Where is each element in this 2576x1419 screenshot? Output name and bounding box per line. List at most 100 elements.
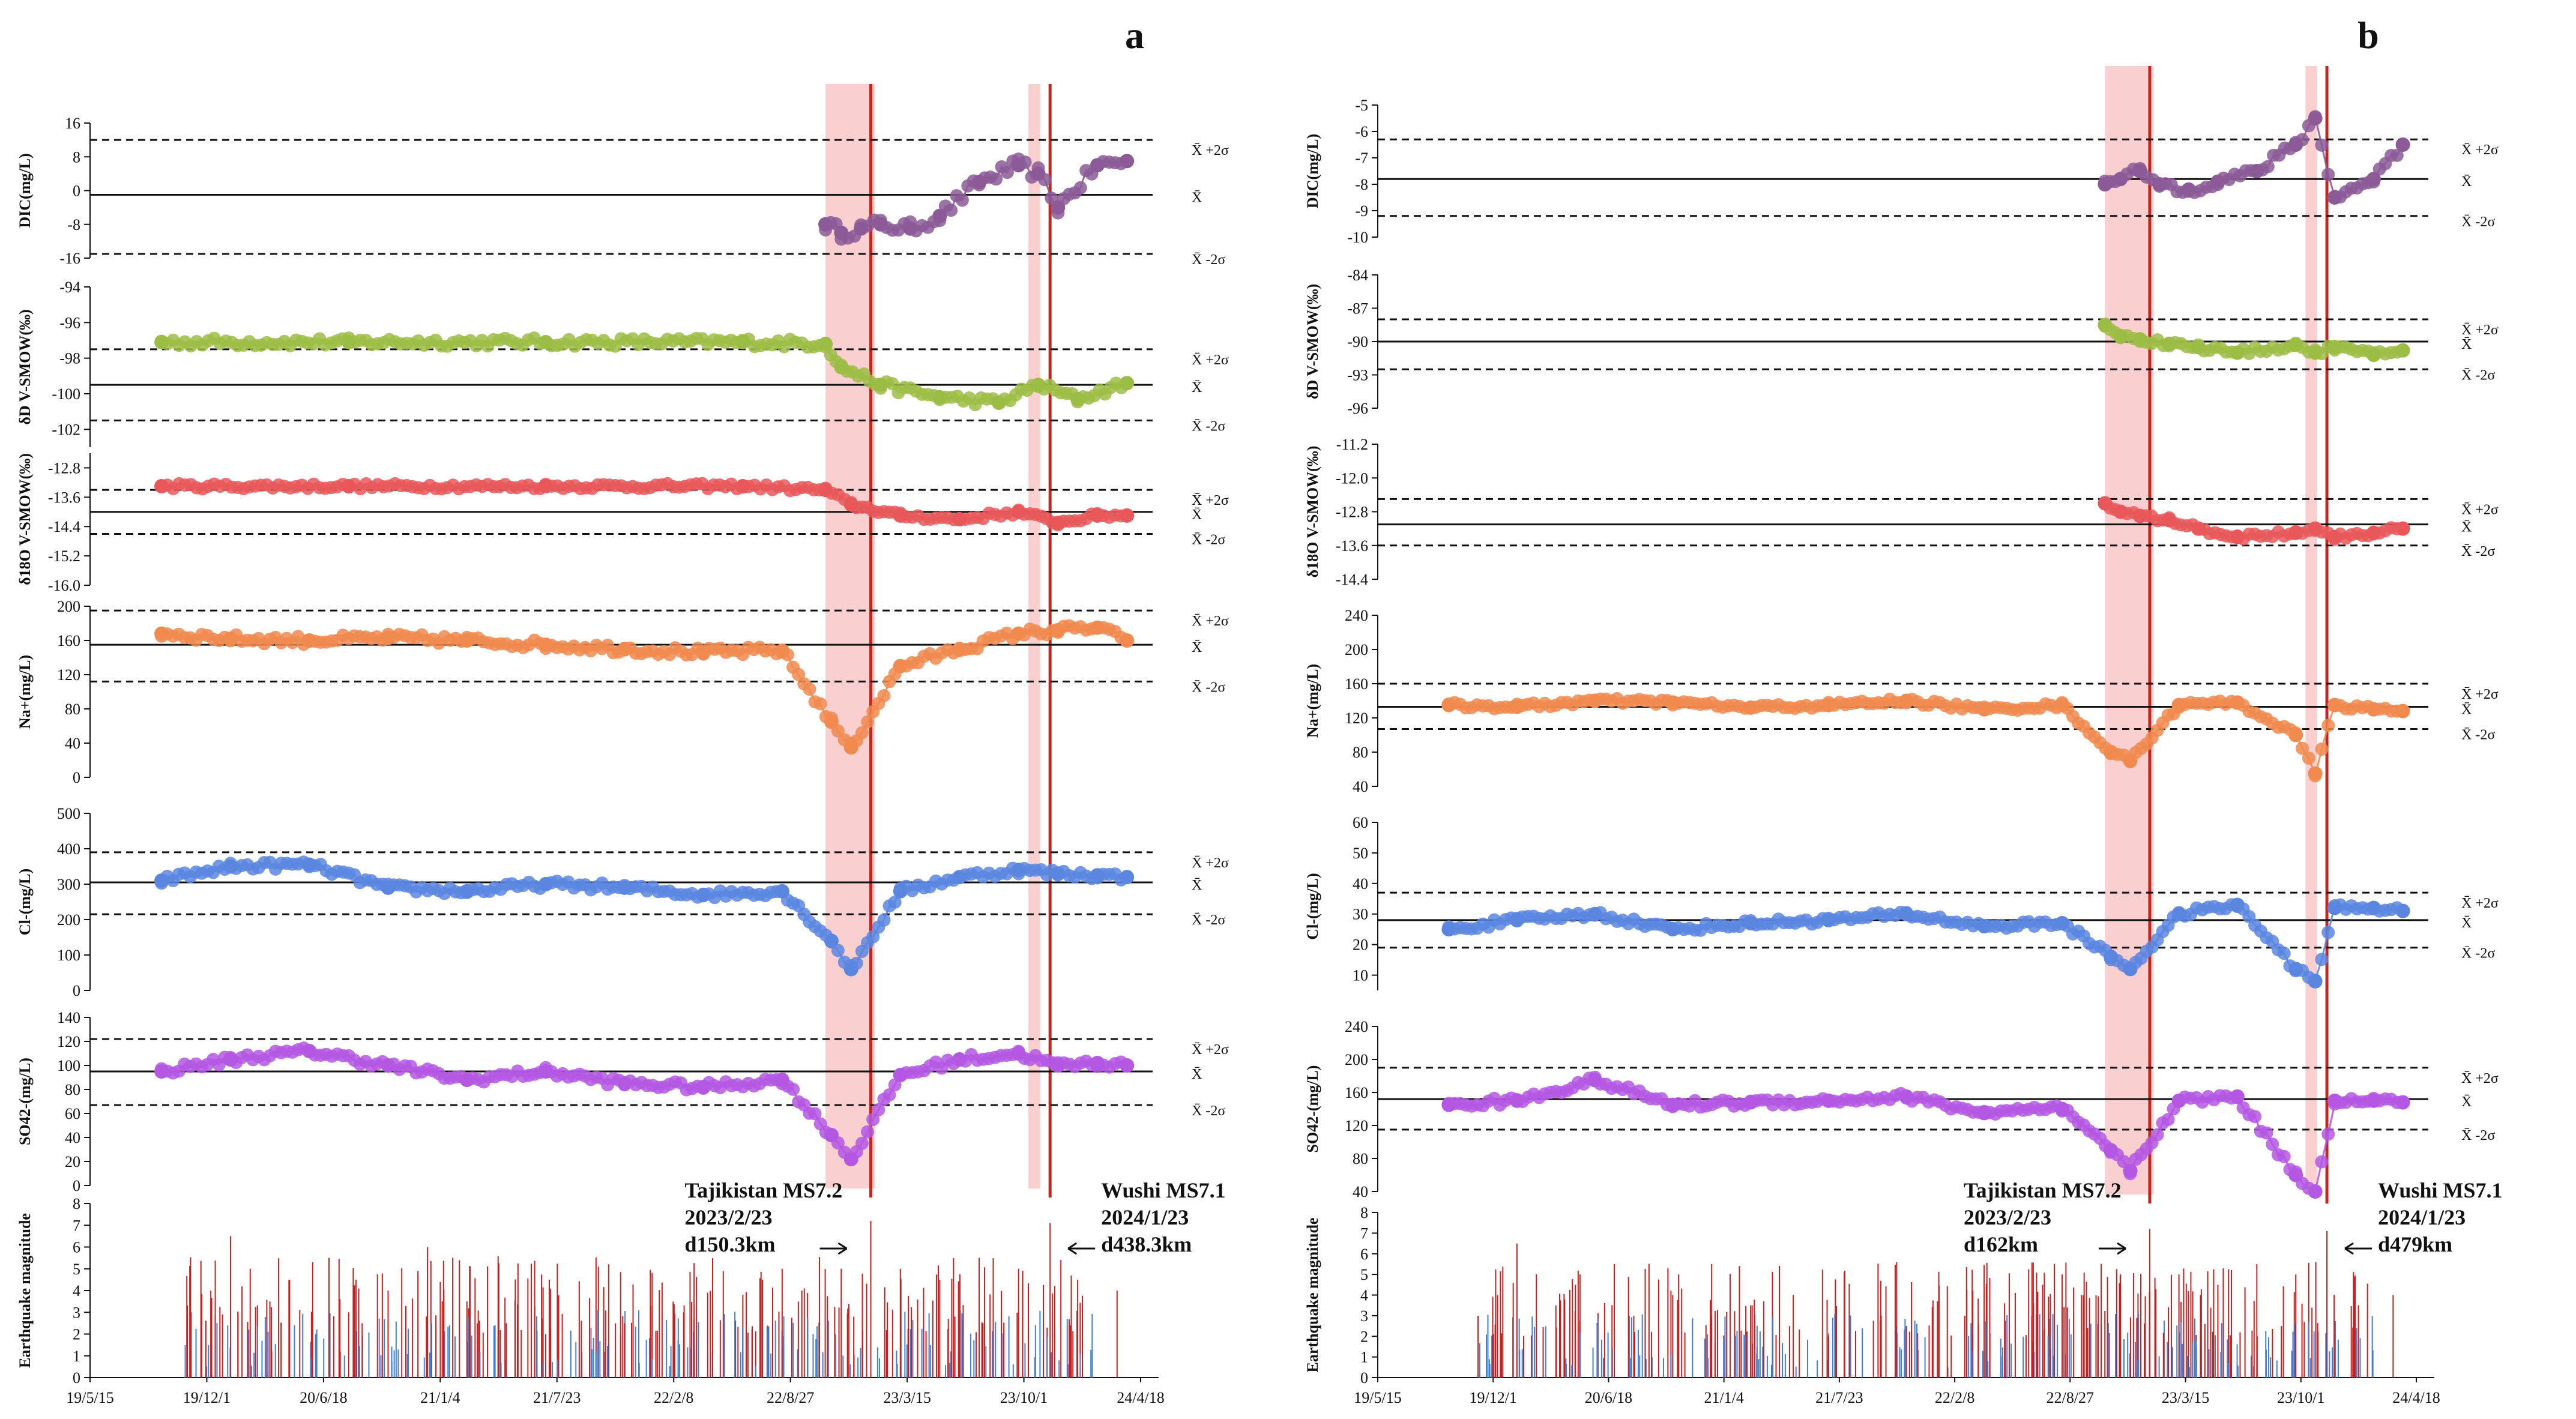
y-tick-label: 10 [1353,967,1368,984]
earthquake-label-line2: 2024/1/23 [2378,1205,2466,1229]
band-label-mean: X̄ [1192,190,1202,206]
y-tick-label: 1 [73,1348,80,1365]
y-axis-label: Na+(mg/L) [1304,664,1321,738]
data-point [1899,906,1914,921]
data-point [1743,700,1758,715]
data-point [302,633,317,648]
band-label-lower: X̄ -2σ [2461,1128,2495,1143]
y-axis-label: δ18O V-SMOW(‰) [16,453,34,585]
data-point [955,193,969,207]
data-point [1441,1097,1456,1112]
data-point [2366,702,2381,717]
band-label-upper: X̄ +2σ [2461,502,2499,517]
subplot-cl: 500 400 300 200 100 0 Cl-(mg/L) X̄ +2σ X̄ X̄ -2σ [16,805,1229,999]
y-tick-label: 140 [57,1009,80,1026]
y-tick-label: 160 [57,632,80,649]
y-tick-label: -12.0 [1336,469,1368,487]
data-point [1011,1046,1026,1061]
subplot-eq: 8 7 6 5 4 3 2 1 0 Earthquake magnitude 19/5/15 19/1… [16,1178,1226,1406]
data-point [855,1136,869,1150]
earthquake-label-line2: 2023/2/23 [1964,1205,2051,1229]
data-point [2230,897,2245,912]
data-point [2261,160,2275,173]
data-point [818,217,833,232]
y-tick-label: 120 [1345,710,1368,727]
band-label-mean: X̄ [2461,337,2472,352]
arrow-head [1067,1242,1078,1255]
y-tick-label: -10 [1347,229,1368,246]
data-point [2104,950,2119,964]
data-point [952,1052,967,1067]
data-point [538,637,554,652]
data-point [903,221,918,236]
y-tick-label: -7 [1355,149,1368,167]
y-tick-label: 3 [1360,1307,1368,1325]
data-point [2288,962,2303,977]
band-label-upper: X̄ +2σ [1192,143,1229,158]
y-tick-label: -8 [67,216,80,233]
y-tick-label: 30 [1353,906,1368,923]
data-point [2395,521,2410,536]
data-point [223,631,238,646]
data-point [1120,154,1135,169]
data-point [2315,1155,2329,1169]
data-point [893,658,908,673]
subplot-d18O: -11.2 -12.0 -12.8 -13.6 -14.4 δ18O V-SMOW(‰) X… [1304,436,2499,588]
data-point [2366,525,2381,540]
y-tick-label: -14.4 [1336,571,1368,588]
y-tick-label: 160 [1345,1084,1368,1101]
data-point [1090,1056,1105,1070]
data-point [2171,906,2186,921]
band-label-lower: X̄ -2σ [2461,728,2495,743]
band-label-upper: X̄ +2σ [2461,687,2499,702]
y-tick-label: 8 [73,1195,80,1213]
data-point [2210,174,2225,189]
data-point [2366,900,2381,915]
y-tick-label: -100 [52,385,80,403]
data-point [1051,200,1066,215]
data-point [1587,693,1602,708]
data-point [1011,504,1026,519]
y-tick-label: 6 [73,1239,80,1256]
data-point [2390,148,2404,162]
data-point [834,225,849,240]
data-point [1899,1089,1914,1104]
data-point [2277,947,2291,960]
subplot-dic: -5 -6 -7 -8 -9 -10 DIC(mg/L) X̄ +2σ X̄ X̄ -2σ [1304,97,2499,246]
x-tick-label: 20/6/18 [1585,1389,1632,1406]
band-label-lower: X̄ -2σ [1192,532,1225,547]
data-point [1090,868,1105,883]
y-tick-label: 120 [1345,1117,1368,1134]
shade-window [2105,66,2154,1195]
data-point [1090,158,1105,173]
y-tick-label: 200 [1345,641,1368,658]
band-label-mean: X̄ [2461,1094,2472,1110]
earthquake-label-line1: Tajikistan MS7.2 [1964,1178,2122,1202]
data-point [2288,337,2303,352]
data-point [893,508,908,523]
data-point [2132,332,2147,347]
y-tick-label: 7 [1360,1225,1368,1242]
band-label-lower: X̄ -2σ [1192,679,1225,695]
data-point [893,884,908,899]
y-tick-label: 6 [1360,1246,1368,1263]
y-tick-label: 16 [65,115,80,132]
y-tick-label: -93 [1347,367,1368,384]
data-point [1051,866,1066,881]
data-point [813,697,827,711]
y-tick-label: 60 [65,1105,80,1122]
y-tick-label: 4 [1360,1287,1368,1304]
y-tick-label: 240 [1345,1018,1368,1035]
y-tick-label: 0 [73,769,80,786]
data-point [2321,167,2335,181]
band-label-upper: X̄ +2σ [1192,1042,1229,1058]
data-point [538,1064,554,1079]
data-point [459,1073,474,1087]
data-point [893,1068,908,1082]
band-label-mean: X̄ [1192,878,1202,893]
y-tick-label: -98 [59,350,80,367]
x-tick-label: 19/5/15 [66,1389,113,1406]
earthquake-label-line3: d479km [2378,1232,2452,1256]
data-point [2288,525,2303,540]
